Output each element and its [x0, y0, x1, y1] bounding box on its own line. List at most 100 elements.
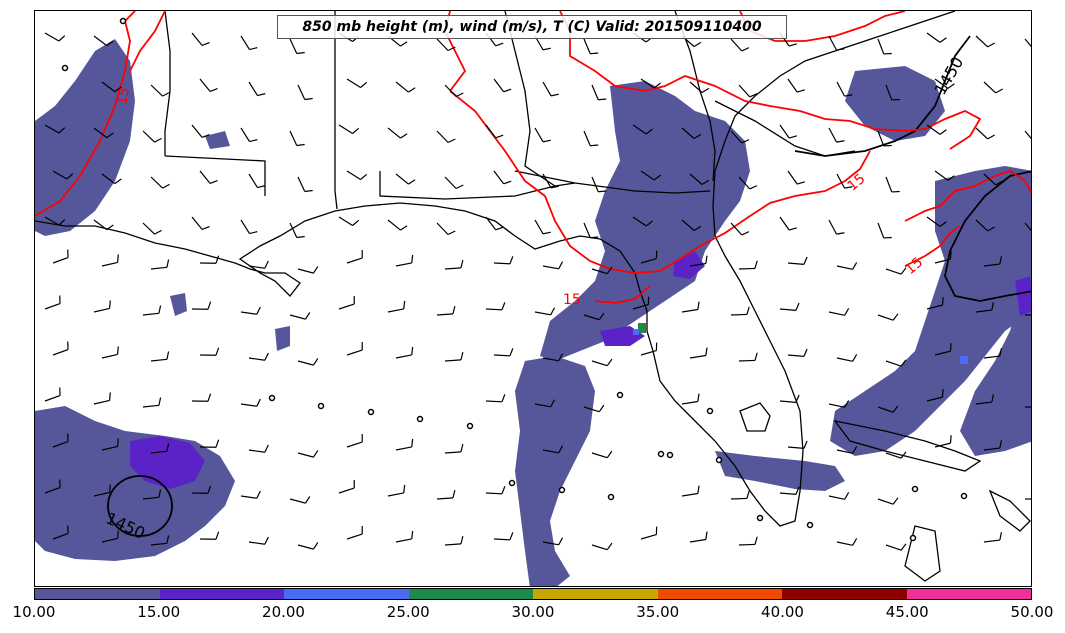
wind-barb-feather: [701, 87, 710, 94]
wind-barb-feather: [304, 97, 313, 101]
wind-barb: [779, 216, 790, 231]
wind-barb-feather: [158, 305, 162, 314]
wind-barb-feather: [106, 132, 114, 139]
wind-barb-feather: [693, 41, 702, 48]
calm-wind-circle: [657, 450, 665, 458]
wind-barb: [485, 124, 497, 139]
wind-barb: [240, 403, 257, 407]
wind-barb: [44, 302, 61, 310]
wind-barb: [436, 497, 454, 500]
wind-barb-feather: [58, 35, 66, 42]
wind-barb-feather: [803, 256, 808, 265]
core-blue-atlantic: [960, 356, 968, 364]
wind-barb: [387, 219, 401, 231]
wind-barb-feather: [411, 530, 414, 540]
height-contour-e: [944, 170, 1031, 302]
wind-barb-feather: [452, 305, 456, 315]
wind-barb-feather: [749, 185, 758, 190]
wind-barb-feather: [460, 535, 464, 545]
height-contour-ne: [794, 35, 971, 157]
wind-barb: [926, 124, 941, 135]
wind-barb-feather: [207, 301, 212, 310]
wind-barb-feather: [162, 91, 170, 97]
wind-barb: [877, 130, 885, 147]
wind-barb-feather: [606, 266, 613, 275]
wind-barb: [689, 262, 706, 267]
state-border-la-ms: [164, 11, 171, 156]
wind-barb: [199, 78, 211, 92]
wind-barb-feather: [693, 133, 702, 140]
colorbar-segment: [782, 589, 907, 599]
wind-barb: [44, 394, 61, 402]
wind-barb: [591, 360, 608, 367]
height-contour-low-center: [107, 475, 173, 537]
wind-barb: [44, 216, 60, 226]
wind-barb: [640, 350, 657, 356]
calm-wind-circle: [508, 479, 516, 487]
wind-barb-feather: [697, 393, 700, 402]
wind-barb: [444, 176, 457, 189]
wind-barb: [93, 491, 110, 497]
colorbar-segment: [657, 589, 782, 599]
wind-barb: [730, 497, 748, 500]
height-label-ne: 1450: [930, 53, 967, 98]
wind-barb: [248, 541, 265, 545]
calm-wind-circle: [61, 64, 69, 72]
bahamas-coast: [988, 489, 1031, 532]
wind-barb-feather: [108, 484, 111, 493]
wind-barb: [591, 176, 599, 192]
wind-barb: [542, 81, 552, 97]
wind-barb-feather: [215, 255, 220, 264]
wind-barb-feather: [550, 185, 559, 189]
wind-barb: [689, 354, 706, 359]
wind-barb: [387, 127, 401, 139]
wind-barb: [983, 263, 1000, 267]
wind-barb-feather: [108, 300, 111, 309]
wind-barb: [101, 173, 116, 185]
wind-barb-feather: [844, 492, 850, 500]
wind-barb: [485, 216, 497, 231]
wind-barb-feather: [403, 300, 406, 310]
wind-barb-feather: [501, 302, 506, 311]
wind-barb: [395, 446, 412, 451]
wind-barb-feather: [653, 174, 661, 181]
wind-barb-feather: [550, 307, 556, 316]
precip-area-atlantic-e: [830, 166, 1031, 456]
calm-wind-circle: [616, 391, 624, 399]
wind-barb: [142, 312, 159, 316]
wind-barb-feather: [606, 358, 613, 367]
wind-barb-feather: [939, 129, 947, 135]
wind-barb-feather: [999, 440, 1002, 449]
wind-barb-feather: [550, 399, 556, 408]
colorbar-tick-label: 35.00: [636, 603, 680, 621]
wind-barb: [836, 357, 853, 362]
wind-barb-feather: [645, 128, 653, 135]
temp-contour-carolina: [559, 11, 982, 150]
wind-barb: [681, 127, 695, 139]
precip-area-gulf-small-2: [170, 293, 187, 316]
wind-barb: [583, 314, 600, 321]
wind-barb-feather: [836, 48, 845, 51]
wind-barb-feather: [162, 183, 170, 189]
wind-barb-feather: [503, 180, 512, 185]
wind-barb: [836, 81, 846, 97]
wind-barb: [248, 265, 265, 269]
wind-barb: [640, 534, 657, 540]
calm-wind-circle: [666, 451, 674, 459]
calm-wind-circle: [911, 485, 919, 493]
wind-barb-feather: [795, 302, 800, 311]
wind-barb-feather: [455, 92, 464, 98]
wind-barb-feather: [495, 42, 504, 47]
wind-barb: [779, 400, 796, 403]
wind-barb: [101, 261, 118, 267]
wind-barb-feather: [947, 83, 955, 89]
wind-barb-feather: [201, 42, 210, 46]
wind-barb: [387, 308, 404, 313]
wind-barb: [828, 35, 838, 51]
bahamas-island-2: [904, 525, 941, 582]
calm-wind-circle: [806, 521, 814, 529]
wind-barb-feather: [460, 259, 464, 269]
wind-barb-feather: [836, 140, 845, 143]
wind-barb-feather: [296, 235, 305, 239]
wind-barb: [836, 173, 846, 189]
